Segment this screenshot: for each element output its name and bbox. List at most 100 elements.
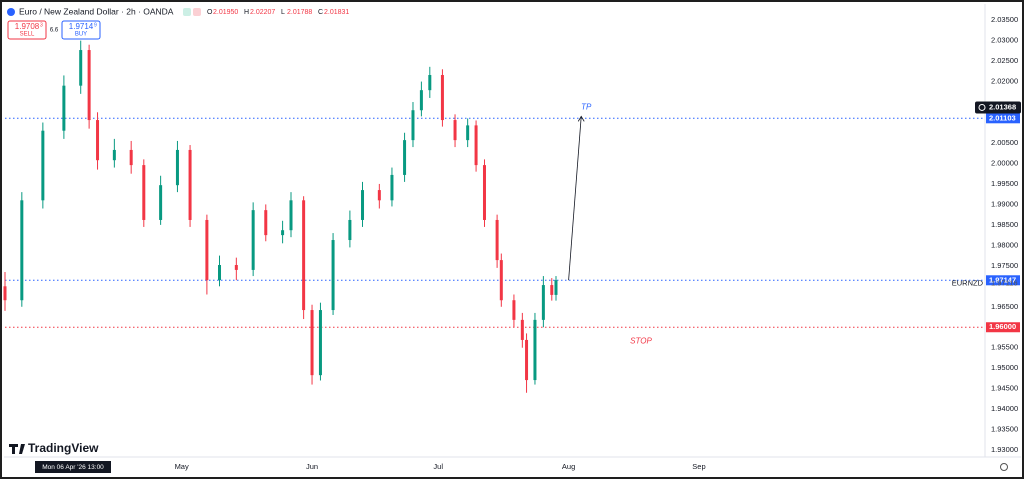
spread: 6.6: [50, 28, 59, 34]
candle-body: [281, 230, 285, 236]
x-tick-label: Aug: [562, 462, 575, 471]
candle-body: [419, 90, 423, 111]
candle-body: [310, 310, 314, 376]
candle-body: [348, 219, 352, 241]
candle-body: [331, 240, 335, 311]
ohlc-value: 2.01788: [287, 9, 312, 16]
ohlc-key: H: [244, 9, 249, 16]
candle-body: [512, 300, 516, 320]
candle-body: [289, 200, 293, 231]
level-label-box: [986, 322, 1020, 333]
y-tick-label: 1.97500: [991, 261, 1018, 270]
buy-price: 1.9714: [69, 22, 94, 31]
candle-body: [499, 260, 503, 301]
buy-label: BUY: [75, 32, 87, 38]
candle-body: [541, 285, 545, 320]
last-price-label: 2.01368: [989, 102, 1016, 111]
cursor-label: Mon 06 Apr '26 13:00: [42, 464, 104, 471]
brand-logo: [9, 444, 25, 454]
candle-body: [550, 285, 554, 295]
ohlc-legend: O 2.01950 H 2.02207 L 2.01788 C 2.01831: [207, 9, 349, 16]
candle-body: [361, 190, 365, 220]
y-tick-label: 2.00500: [991, 138, 1018, 147]
candle-body: [495, 219, 499, 261]
candle-body: [79, 50, 83, 86]
y-tick-label: 2.00000: [991, 158, 1018, 167]
ohlc-value: 2.01831: [324, 9, 349, 16]
y-tick-label: 1.95500: [991, 343, 1018, 352]
level-label: 1.97147: [989, 275, 1016, 284]
candle-body: [41, 130, 45, 201]
candle-body: [533, 319, 537, 381]
y-tick-label: 2.03500: [991, 15, 1018, 24]
x-tick-label: May: [175, 462, 189, 471]
y-tick-label: 1.99000: [991, 199, 1018, 208]
candle-body: [20, 200, 24, 301]
candle-body: [377, 190, 381, 201]
candle-body: [234, 265, 238, 270]
candle-body: [62, 85, 66, 131]
status-icon: [193, 8, 201, 16]
y-tick-label: 1.94500: [991, 384, 1018, 393]
candle-body: [218, 265, 222, 281]
y-tick-label: 1.98500: [991, 220, 1018, 229]
symbol-title: Euro / New Zealand Dollar · 2h · OANDA: [19, 6, 174, 16]
candle-body: [129, 149, 133, 166]
level-label: 2.01103: [989, 113, 1016, 122]
candle-body: [525, 339, 529, 381]
candle-body: [390, 174, 394, 201]
y-tick-label: 1.96500: [991, 302, 1018, 311]
candle-body: [112, 149, 116, 161]
x-tick-label: Jun: [306, 462, 318, 471]
ohlc-key: L: [281, 9, 285, 16]
candle-body: [205, 219, 209, 281]
y-tick-label: 1.93500: [991, 425, 1018, 434]
y-tick-label: 1.99500: [991, 179, 1018, 188]
candle-body: [440, 75, 444, 121]
y-tick-label: 1.98000: [991, 240, 1018, 249]
y-tick-label: 1.93000: [991, 445, 1018, 454]
candle-body: [175, 149, 179, 186]
x-tick-label: Jul: [433, 462, 443, 471]
ohlc-value: 2.02207: [250, 9, 275, 16]
candle-body: [453, 120, 457, 141]
ohlc-value: 2.01950: [213, 9, 238, 16]
y-tick-label: 2.02500: [991, 56, 1018, 65]
y-tick-label: 1.94000: [991, 404, 1018, 413]
annotation: TP: [581, 102, 592, 111]
candle-body: [403, 140, 407, 175]
buy-pip: 9: [94, 22, 97, 28]
sell-price: 1.9708: [15, 22, 40, 31]
level-label-box: [986, 275, 1020, 286]
candle-body: [411, 110, 415, 141]
candle-body: [554, 280, 558, 295]
cursor-label-box: [35, 461, 111, 473]
candle-body: [466, 125, 470, 141]
y-tick-label: 2.02000: [991, 77, 1018, 86]
sell-button[interactable]: [7, 20, 47, 40]
symbol-name: EURNZD: [952, 279, 984, 288]
symbol-icon: [7, 8, 15, 16]
sell-label: SELL: [20, 32, 35, 38]
candle-body: [87, 50, 91, 121]
candle-body: [96, 120, 100, 161]
last-price-icon: [978, 103, 986, 111]
level-label-box: [986, 113, 1020, 124]
annotation: STOP: [630, 336, 652, 345]
candle-body: [142, 165, 146, 220]
candle-body: [3, 286, 7, 301]
candle-body: [264, 210, 268, 236]
candle-body: [251, 210, 255, 270]
x-tick-label: Sep: [692, 462, 705, 471]
candle-body: [188, 149, 192, 220]
arrow-line: [568, 116, 582, 281]
settings-icon[interactable]: [1000, 463, 1008, 471]
y-tick-label: 2.03000: [991, 36, 1018, 45]
buy-button[interactable]: [61, 20, 101, 40]
symbol-price: 1.97116: [991, 279, 1018, 288]
candle-body: [520, 319, 524, 340]
arrow-head: [577, 115, 585, 122]
last-price-box: [975, 101, 1021, 114]
